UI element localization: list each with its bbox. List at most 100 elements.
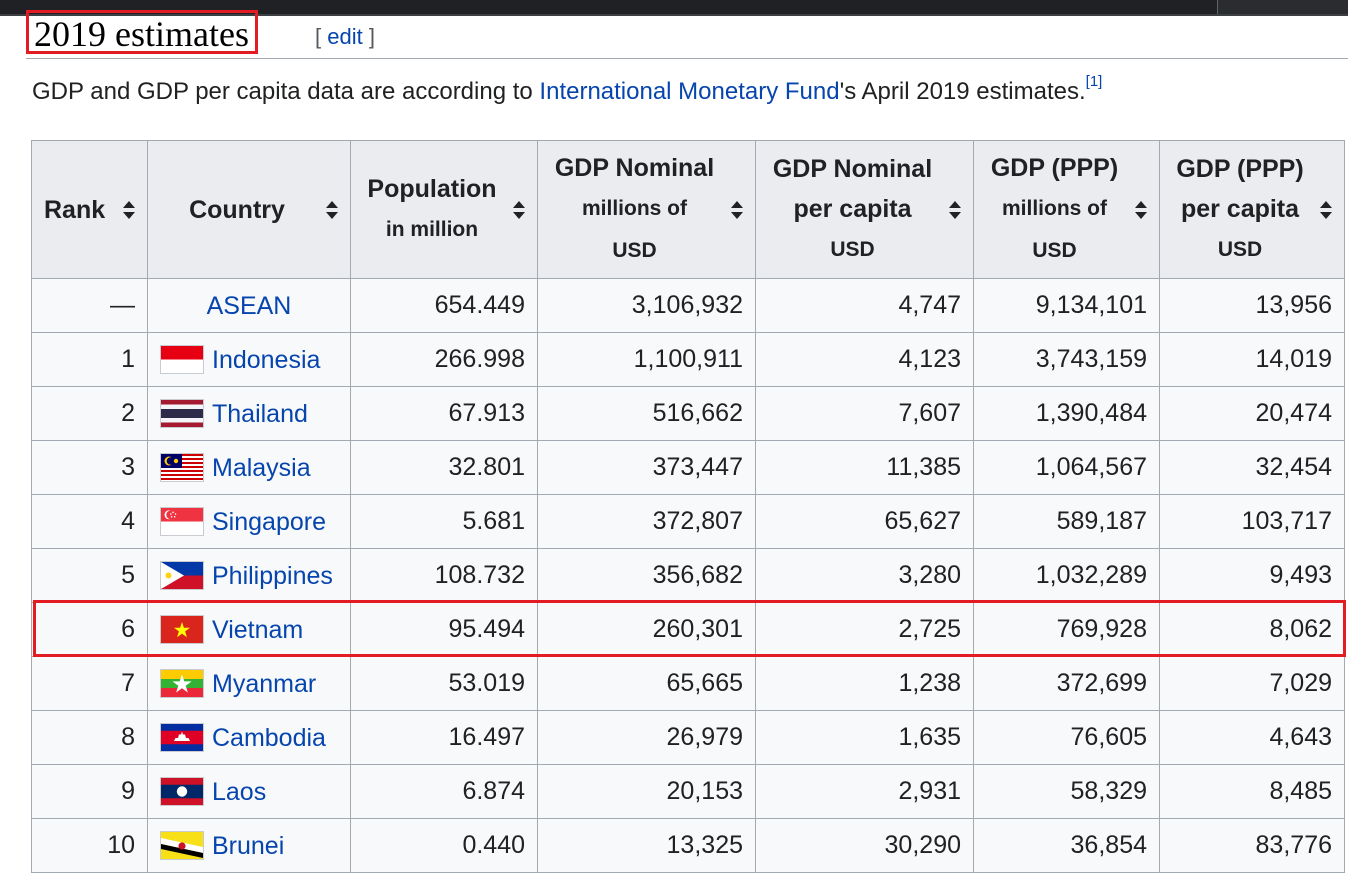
header-gdp-ppp-pc-sub: per capita bbox=[1180, 194, 1300, 223]
country-link[interactable]: ASEAN bbox=[206, 291, 292, 320]
country-link[interactable]: Thailand bbox=[212, 399, 308, 428]
sort-icon[interactable] bbox=[1135, 200, 1147, 219]
cell-gdp-ppp: 36,854 bbox=[973, 818, 1160, 873]
singapore-flag-icon bbox=[160, 507, 204, 537]
cell-gdp-ppp: 769,928 bbox=[973, 602, 1160, 657]
country-link[interactable]: Brunei bbox=[212, 831, 285, 860]
cell-country: Philippines bbox=[147, 548, 351, 603]
cell-rank: 4 bbox=[31, 494, 148, 549]
cell-gdp-nominal-per-capita: 1,238 bbox=[755, 656, 974, 711]
country-link[interactable]: Indonesia bbox=[212, 345, 321, 374]
cell-population: 266.998 bbox=[350, 332, 538, 387]
edit-section: [ edit ] bbox=[315, 24, 375, 50]
cell-gdp-nominal-per-capita: 2,725 bbox=[755, 602, 974, 657]
country-link[interactable]: Malaysia bbox=[212, 453, 311, 482]
cell-rank: 10 bbox=[31, 818, 148, 873]
cell-gdp-nominal: 26,979 bbox=[537, 710, 756, 765]
sort-icon[interactable] bbox=[1320, 200, 1332, 219]
cell-gdp-ppp-per-capita: 7,029 bbox=[1159, 656, 1345, 711]
country-link[interactable]: Singapore bbox=[212, 507, 326, 536]
cell-country: ASEAN bbox=[147, 278, 351, 333]
sort-icon[interactable] bbox=[731, 200, 743, 219]
cell-country: Myanmar bbox=[147, 656, 351, 711]
header-rank[interactable]: Rank bbox=[31, 140, 148, 279]
cell-population: 5.681 bbox=[350, 494, 538, 549]
cell-gdp-nominal-per-capita: 3,280 bbox=[755, 548, 974, 603]
cell-rank: 5 bbox=[31, 548, 148, 603]
header-row: Rank Country Population in million GDP N… bbox=[31, 140, 1345, 279]
citation-link[interactable]: [1] bbox=[1085, 73, 1103, 90]
cell-gdp-ppp-per-capita: 20,474 bbox=[1159, 386, 1345, 441]
cell-gdp-nominal: 13,325 bbox=[537, 818, 756, 873]
table-row-myanmar: 7 Myanmar 53.019 65,665 1,238 372,699 7,029 bbox=[31, 656, 1345, 711]
cell-gdp-nominal: 356,682 bbox=[537, 548, 756, 603]
malaysia-flag-icon bbox=[160, 453, 204, 483]
edit-link[interactable]: edit bbox=[327, 24, 363, 49]
imf-link[interactable]: International Monetary Fund bbox=[539, 78, 840, 105]
edit-bracket-open: [ bbox=[315, 24, 328, 49]
gdp-table: Rank Country Population in million GDP N… bbox=[31, 140, 1345, 873]
vietnam-flag-icon bbox=[160, 615, 204, 645]
country-link[interactable]: Vietnam bbox=[212, 615, 304, 644]
cell-gdp-nominal: 373,447 bbox=[537, 440, 756, 495]
country-link[interactable]: Philippines bbox=[212, 561, 333, 590]
cell-gdp-ppp: 3,743,159 bbox=[973, 332, 1160, 387]
header-gdp-ppp-pc-label: GDP (PPP) bbox=[1176, 154, 1304, 183]
country-link[interactable]: Myanmar bbox=[212, 669, 317, 698]
cell-population: 6.874 bbox=[350, 764, 538, 819]
cell-rank: 9 bbox=[31, 764, 148, 819]
header-gdp-ppp-per-capita[interactable]: GDP (PPP) per capita USD bbox=[1159, 140, 1345, 279]
cell-country: Cambodia bbox=[147, 710, 351, 765]
header-country[interactable]: Country bbox=[147, 140, 351, 279]
header-gdp-nominal[interactable]: GDP Nominal millions of USD bbox=[537, 140, 756, 279]
cell-gdp-ppp-per-capita: 8,485 bbox=[1159, 764, 1345, 819]
header-rank-label: Rank bbox=[44, 195, 106, 224]
header-gdp-ppp-sub: millions of bbox=[1002, 196, 1107, 220]
table-row-philippines: 5 Philippines 108.732 356,682 3,280 1,032,289… bbox=[31, 548, 1345, 603]
cell-gdp-nominal: 372,807 bbox=[537, 494, 756, 549]
cell-gdp-ppp-per-capita: 13,956 bbox=[1159, 278, 1345, 333]
cell-gdp-nominal: 20,153 bbox=[537, 764, 756, 819]
cambodia-flag-icon bbox=[160, 723, 204, 753]
indonesia-flag-icon bbox=[160, 345, 204, 375]
cell-country: Malaysia bbox=[147, 440, 351, 495]
cell-gdp-ppp-per-capita: 14,019 bbox=[1159, 332, 1345, 387]
cell-rank: 8 bbox=[31, 710, 148, 765]
cell-rank: 7 bbox=[31, 656, 148, 711]
table-row-thailand: 2 Thailand 67.913 516,662 7,607 1,390,484 20,4… bbox=[31, 386, 1345, 441]
edit-bracket-close: ] bbox=[362, 24, 375, 49]
table-row-asean: — ASEAN 654.449 3,106,932 4,747 9,134,101 13,9… bbox=[31, 278, 1345, 333]
myanmar-flag-icon bbox=[160, 669, 204, 699]
table-row-malaysia: 3 Malaysia 32.801 373,447 11,385 1,064,567 32,… bbox=[31, 440, 1345, 495]
cell-gdp-nominal-per-capita: 4,747 bbox=[755, 278, 974, 333]
cell-gdp-nominal-per-capita: 65,627 bbox=[755, 494, 974, 549]
table-row-vietnam: 6 Vietnam 95.494 260,301 2,725 769,928 8,062 bbox=[31, 602, 1345, 657]
cell-gdp-nominal-per-capita: 11,385 bbox=[755, 440, 974, 495]
cell-population: 95.494 bbox=[350, 602, 538, 657]
header-population[interactable]: Population in million bbox=[350, 140, 538, 279]
country-link[interactable]: Cambodia bbox=[212, 723, 326, 752]
cell-gdp-ppp-per-capita: 4,643 bbox=[1159, 710, 1345, 765]
country-link[interactable]: Laos bbox=[212, 777, 267, 806]
section-heading: 2019 estimates [ edit ] bbox=[26, 10, 1348, 59]
cell-population: 108.732 bbox=[350, 548, 538, 603]
table-row-laos: 9 Laos 6.874 20,153 2,931 58,329 8,485 bbox=[31, 764, 1345, 819]
header-gdp-nominal-per-capita[interactable]: GDP Nominal per capita USD bbox=[755, 140, 974, 279]
sort-icon[interactable] bbox=[513, 200, 525, 219]
header-gdp-ppp[interactable]: GDP (PPP) millions of USD bbox=[973, 140, 1160, 279]
header-gdp-ppp-unit: USD bbox=[1032, 238, 1077, 262]
header-gdp-nominal-pc-unit: USD bbox=[830, 237, 875, 261]
cell-gdp-nominal: 1,100,911 bbox=[537, 332, 756, 387]
philippines-flag-icon bbox=[160, 561, 204, 591]
cell-gdp-nominal: 3,106,932 bbox=[537, 278, 756, 333]
cell-country: Brunei bbox=[147, 818, 351, 873]
sort-icon[interactable] bbox=[123, 200, 135, 219]
cell-gdp-ppp-per-capita: 103,717 bbox=[1159, 494, 1345, 549]
sort-icon[interactable] bbox=[326, 200, 338, 219]
cell-population: 16.497 bbox=[350, 710, 538, 765]
cell-gdp-ppp-per-capita: 9,493 bbox=[1159, 548, 1345, 603]
cell-gdp-ppp-per-capita: 8,062 bbox=[1159, 602, 1345, 657]
browser-top-bar bbox=[0, 0, 1348, 14]
sort-icon[interactable] bbox=[949, 200, 961, 219]
header-gdp-ppp-pc-unit: USD bbox=[1217, 237, 1263, 261]
